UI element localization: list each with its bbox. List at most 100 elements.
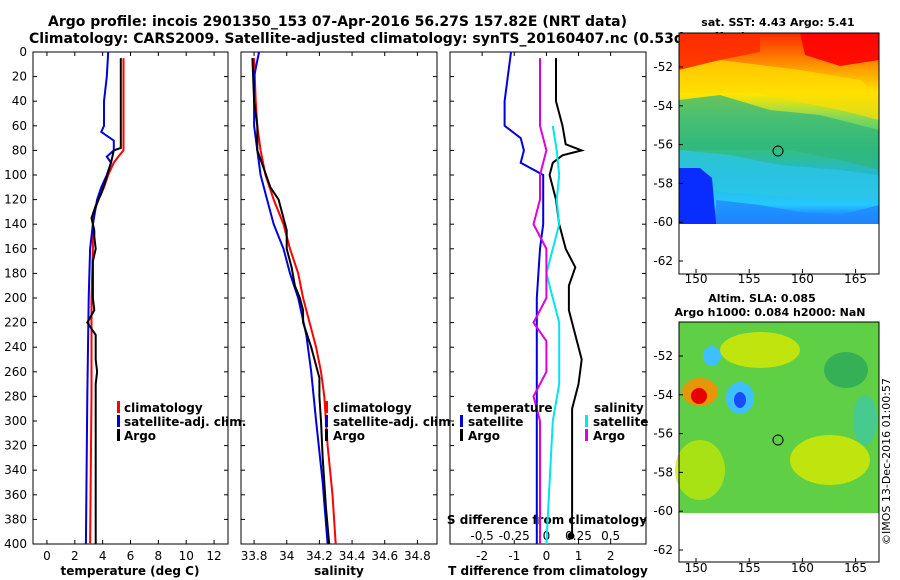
map-lon-tick-label: 150 xyxy=(685,561,708,575)
depth-tick-label: 380 xyxy=(4,512,27,526)
salinity-x-ticks: 33.8 34 34.2 34.4 34.6 34.8 xyxy=(241,52,431,563)
depth-tick-label: 20 xyxy=(12,70,27,84)
map-lat-tick-label: -62 xyxy=(653,254,673,268)
x-tick-label: 8 xyxy=(155,549,163,563)
x-tick-label: 0 xyxy=(543,549,551,563)
legend-title-temperature: temperature xyxy=(467,401,552,415)
legend-label-s-satellite: satellite xyxy=(593,415,648,429)
temperature-panel-frame xyxy=(32,51,229,545)
depth-tick-marks xyxy=(33,51,646,545)
legend-swatch-t-argo xyxy=(460,429,463,441)
x-tick-label: 4 xyxy=(99,549,107,563)
sla-map xyxy=(675,321,880,563)
salinity-x-label: salinity xyxy=(314,564,364,578)
map-lon-tick-label: 160 xyxy=(791,561,814,575)
x-tick-label: 34.6 xyxy=(371,549,398,563)
map-lat-tick-label: -58 xyxy=(653,176,673,190)
salinity-legend: climatology satellite-adj. clim. Argo xyxy=(325,401,455,443)
x-tick-label: 6 xyxy=(127,549,135,563)
sla-lat-ticks: -52 -54 -56 -58 -60 -62 xyxy=(653,349,683,557)
legend-swatch-satellite xyxy=(325,415,328,427)
legend-label-t-argo: Argo xyxy=(468,429,500,443)
imos-watermark: ©IMOS 13-Dec-2016 01:00:57 xyxy=(880,378,893,545)
temperature-series xyxy=(84,52,125,544)
x-tick-label: 34.8 xyxy=(404,549,431,563)
difference-x-label: T difference from climatology xyxy=(448,564,648,578)
map-lat-tick-label: -52 xyxy=(653,60,673,74)
depth-tick-label: 300 xyxy=(4,414,27,428)
temperature-legend: climatology satellite-adj. clim. Argo xyxy=(117,401,246,443)
sla-map-title-line1: Altim. SLA: 0.085 xyxy=(708,292,815,305)
depth-tick-label: 340 xyxy=(4,463,27,477)
legend-swatch-climatology xyxy=(325,401,328,413)
difference-series xyxy=(503,52,586,544)
series-line-satellite-adj-clim- xyxy=(253,52,329,544)
sla-map-title-line2: Argo h1000: 0.084 h2000: NaN xyxy=(674,306,865,319)
map-lat-tick-label: -52 xyxy=(653,349,673,363)
sst-lat-ticks: -52 -54 -56 -58 -60 -62 xyxy=(653,60,683,268)
map-lon-tick-label: 165 xyxy=(844,561,867,575)
map-lat-tick-label: -62 xyxy=(653,543,673,557)
map-lat-tick-label: -54 xyxy=(653,388,673,402)
legend-label-s-argo: Argo xyxy=(593,429,625,443)
legend-label-argo: Argo xyxy=(333,429,365,443)
map-lon-tick-label: 160 xyxy=(791,272,814,286)
depth-tick-label: 160 xyxy=(4,242,27,256)
depth-tick-label: 0 xyxy=(19,45,27,59)
series-line-argo xyxy=(86,58,122,544)
argo-location-marker xyxy=(772,434,784,446)
depth-tick-label: 200 xyxy=(4,291,27,305)
figure-title-line2: Climatology: CARS2009. Satellite-adjuste… xyxy=(29,31,747,47)
sst-map-frame xyxy=(678,32,880,275)
depth-tick-label: 240 xyxy=(4,340,27,354)
salinity-series xyxy=(251,52,337,544)
depth-tick-label: 320 xyxy=(4,439,27,453)
top-x-tick-label: -0.25 xyxy=(499,529,530,543)
legend-swatch-satellite xyxy=(117,415,120,427)
temperature-x-ticks: 0 2 4 6 8 10 12 xyxy=(43,52,222,563)
legend-swatch-climatology xyxy=(117,401,120,413)
top-x-tick-label: 0.5 xyxy=(601,529,620,543)
depth-tick-label: 120 xyxy=(4,193,27,207)
map-lat-tick-label: -56 xyxy=(653,427,673,441)
argo-location-marker xyxy=(772,145,784,157)
series-line-t-satellite xyxy=(503,52,545,544)
x-tick-label: 34.4 xyxy=(339,549,366,563)
series-line-s-argo xyxy=(532,58,548,544)
sst-lon-ticks: 150 155 160 165 xyxy=(685,269,867,286)
temperature-x-label: temperature (deg C) xyxy=(61,564,200,578)
legend-swatch-argo xyxy=(325,429,328,441)
difference-panel-frame xyxy=(449,51,647,545)
x-tick-label: 34.2 xyxy=(306,549,333,563)
map-lat-tick-label: -58 xyxy=(653,465,673,479)
legend-swatch-s-satellite xyxy=(585,415,588,427)
depth-tick-label: 260 xyxy=(4,365,27,379)
legend-swatch-s-argo xyxy=(585,429,588,441)
map-lon-tick-label: 150 xyxy=(685,272,708,286)
series-line-t-argo xyxy=(548,58,586,536)
x-tick-label: -2 xyxy=(476,549,488,563)
legend-label-climatology: climatology xyxy=(124,401,203,415)
depth-tick-label: 80 xyxy=(12,143,27,157)
legend-swatch-argo xyxy=(117,429,120,441)
salinity-panel-frame xyxy=(240,51,438,545)
x-tick-label: 10 xyxy=(179,549,194,563)
x-tick-label: 2 xyxy=(71,549,79,563)
x-tick-label: 1 xyxy=(575,549,583,563)
depth-tick-label: 100 xyxy=(4,168,27,182)
depth-tick-label: 60 xyxy=(12,119,27,133)
legend-label-t-satellite: satellite xyxy=(468,415,523,429)
map-lat-tick-label: -60 xyxy=(653,215,673,229)
x-tick-label: 2 xyxy=(607,549,615,563)
legend-label-satellite: satellite-adj. clim. xyxy=(333,415,455,429)
difference-legend: temperature satellite Argo salinity sate… xyxy=(460,401,648,443)
sla-map-frame xyxy=(678,321,880,563)
figure-title-line1: Argo profile: incois 2901350_153 07-Apr-… xyxy=(48,14,627,30)
depth-tick-label: 360 xyxy=(4,488,27,502)
difference-top-x-ticks: -0.5 -0.25 0 0.25 0.5 xyxy=(470,529,620,543)
x-tick-label: 12 xyxy=(206,549,221,563)
legend-label-satellite: satellite-adj. clim. xyxy=(124,415,246,429)
depth-tick-labels: 0 20 40 60 80 100 120 140 160 180 200 220 240 260 280 3… xyxy=(4,45,27,551)
top-x-tick-label: -0.5 xyxy=(470,529,493,543)
